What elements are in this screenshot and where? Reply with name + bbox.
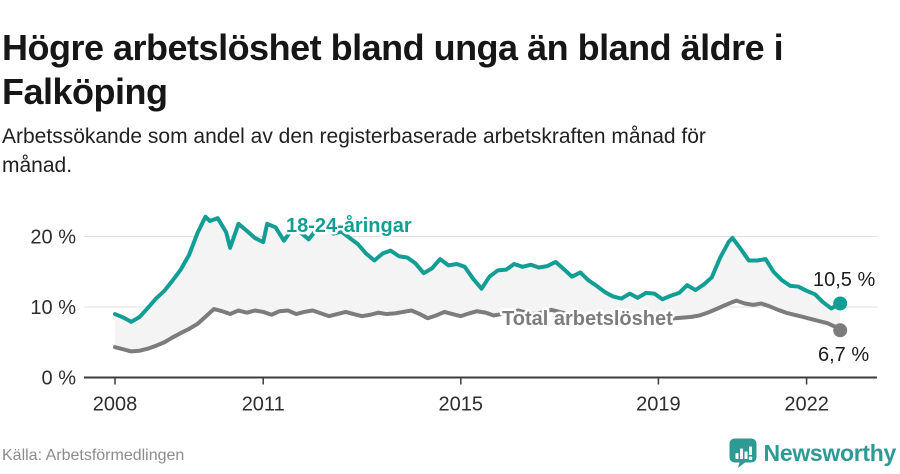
subtitle-line-1: Arbetssökande som andel av den registerb… [2, 125, 706, 148]
x-tick-label: 2022 [784, 394, 829, 416]
series-line-youth [113, 214, 843, 324]
x-tick-label: 2008 [93, 394, 138, 416]
chart-subtitle: Arbetssökande som andel av den registerb… [2, 122, 898, 180]
y-tick-label: 0 % [42, 368, 77, 390]
end-value-label-youth: 10,5 % [813, 269, 875, 291]
unemployment-line-chart: 2008 2011 2015 2019 2022 0 % 10 % 20 % 18-24-åri… [30, 212, 877, 416]
x-tick-label: 2015 [439, 394, 484, 416]
y-tick-label: 20 % [30, 227, 76, 249]
title-line-2: Falköping [2, 71, 168, 113]
x-tick-label: 2019 [636, 394, 681, 416]
title-line-1: Högre arbetslöshet bland unga än bland ä… [2, 27, 784, 69]
series-label-youth: 18-24-åringar [286, 214, 412, 237]
x-tick-label: 2011 [242, 394, 285, 416]
series-end-dot-total [833, 323, 848, 338]
y-tick-label: 10 % [30, 297, 76, 319]
series-label-total: Total arbetslöshet [502, 308, 673, 330]
newsworthy-logo: Newsworthy [729, 438, 896, 468]
subtitle-line-2: månad. [2, 154, 73, 177]
source-credit: Källa: Arbetsförmedlingen [2, 447, 185, 464]
end-value-label-total: 6,7 % [818, 344, 869, 366]
series-line-total [113, 298, 843, 354]
newsworthy-wordmark: Newsworthy [763, 439, 897, 466]
page-title: Högre arbetslöshet bland unga än bland ä… [2, 26, 898, 114]
newsworthy-bubble-barchart-icon [729, 438, 757, 468]
series-end-dot-youth [833, 296, 848, 311]
